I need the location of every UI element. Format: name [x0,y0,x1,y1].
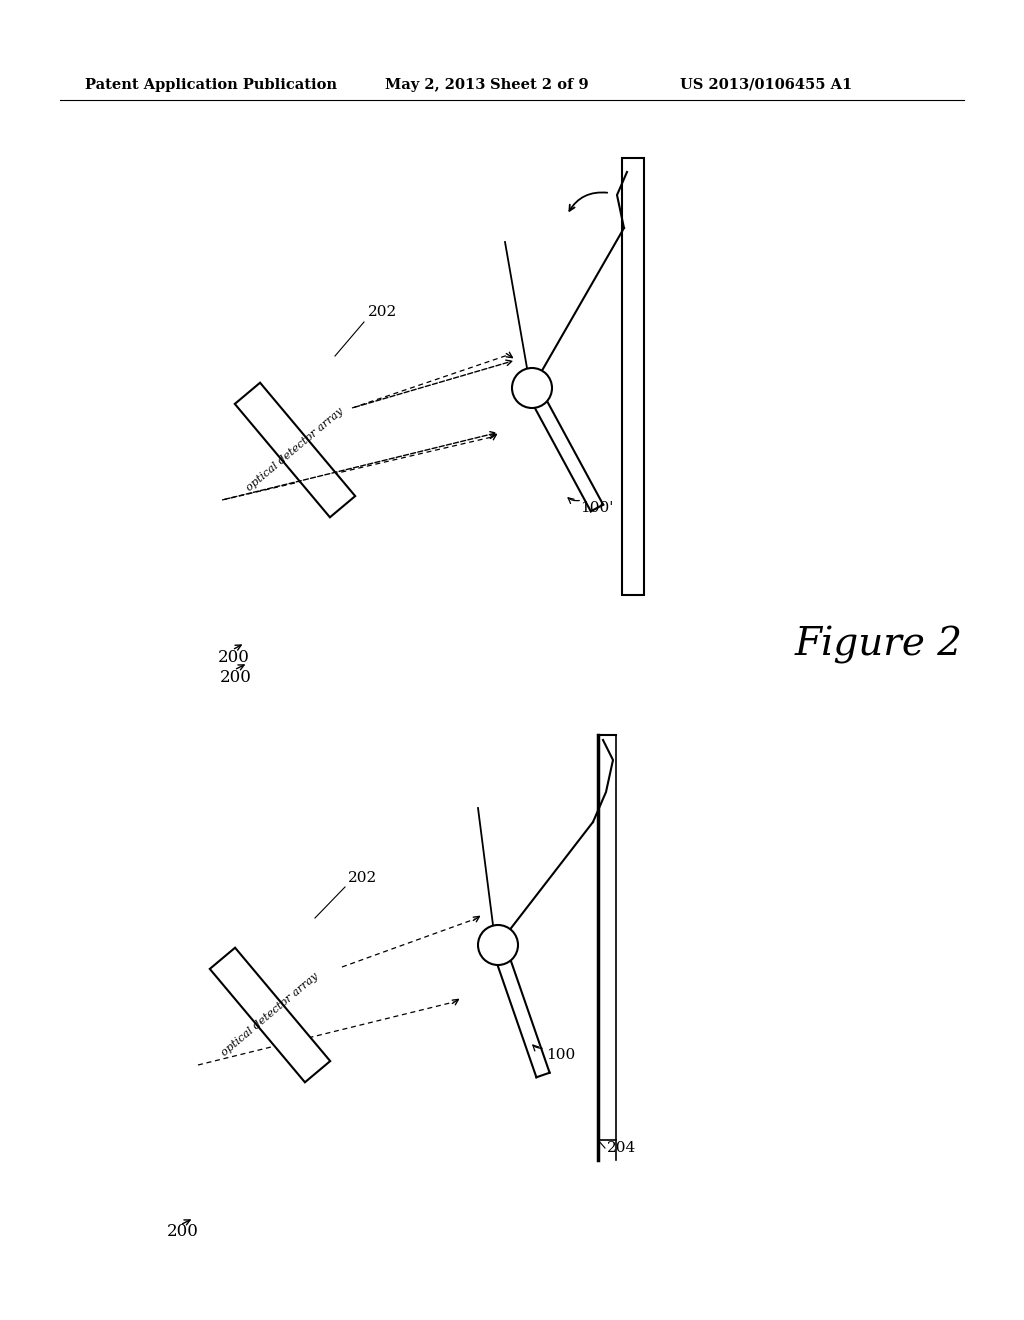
Text: 100: 100 [546,1048,575,1063]
Text: 202: 202 [348,871,377,884]
Circle shape [512,368,552,408]
Polygon shape [210,948,330,1082]
Text: 202: 202 [368,305,397,319]
Text: 100': 100' [580,502,613,515]
Bar [622,158,644,595]
Text: Sheet 2 of 9: Sheet 2 of 9 [490,78,589,92]
Text: Figure 2: Figure 2 [795,626,963,664]
Text: May 2, 2013: May 2, 2013 [385,78,485,92]
Text: US 2013/0106455 A1: US 2013/0106455 A1 [680,78,852,92]
Text: optical detector array: optical detector array [219,972,321,1059]
Text: Patent Application Publication: Patent Application Publication [85,78,337,92]
Text: optical detector array: optical detector array [245,407,345,494]
Text: 200: 200 [167,1224,199,1241]
Text: 200: 200 [220,669,252,686]
Polygon shape [234,383,355,517]
Text: 204: 204 [607,1140,636,1155]
Circle shape [478,925,518,965]
Text: 200: 200 [218,649,250,667]
